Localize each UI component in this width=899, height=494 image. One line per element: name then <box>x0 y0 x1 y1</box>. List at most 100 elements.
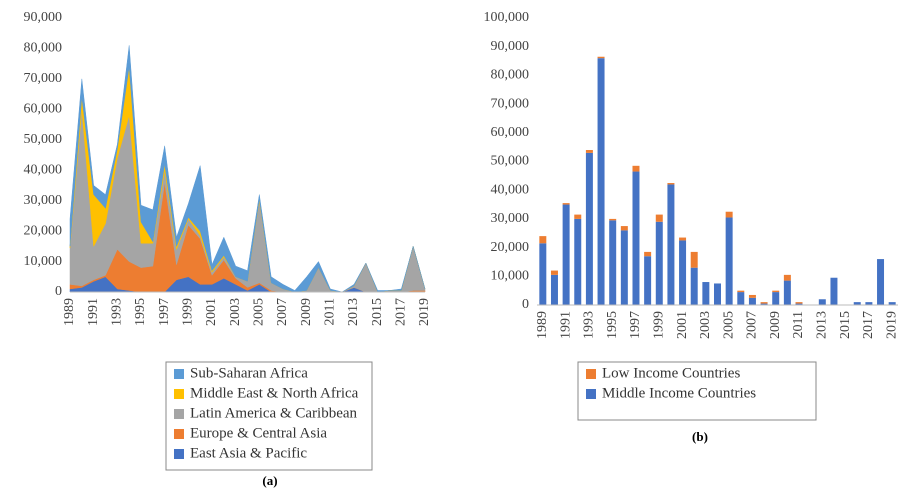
bar <box>667 184 675 305</box>
bar <box>818 299 826 305</box>
legend-label: Europe & Central Asia <box>190 425 327 441</box>
y-tick-label: 80,000 <box>24 41 63 56</box>
legend-swatch <box>174 369 184 379</box>
bar <box>550 270 558 275</box>
bar <box>562 204 570 305</box>
legend: Low Income Countries Middle Income Countr… <box>577 361 817 421</box>
bar <box>877 259 885 305</box>
bar <box>772 290 780 293</box>
legend-box <box>165 361 373 471</box>
x-tick-label: 1997 <box>157 298 172 326</box>
x-tick-label: 2003 <box>698 311 713 339</box>
x-tick-label: 1995 <box>605 311 620 339</box>
bar <box>783 280 791 305</box>
bar <box>795 302 803 304</box>
x-tick-label: 1997 <box>628 311 643 339</box>
x-tick-label: 1991 <box>86 298 101 326</box>
bar <box>632 165 640 172</box>
legend-swatch <box>586 389 596 399</box>
bar <box>655 221 663 305</box>
legend-label: Sub-Saharan Africa <box>190 365 308 381</box>
x-tick-label: 2015 <box>838 311 853 339</box>
y-tick-label: 60,000 <box>24 102 63 117</box>
y-tick-label: 100,000 <box>484 10 530 25</box>
bar <box>620 226 628 231</box>
y-tick-label: 80,000 <box>491 68 530 83</box>
bar <box>783 274 791 281</box>
x-tick-label: 2013 <box>815 311 830 339</box>
bar <box>865 302 873 305</box>
bar <box>585 152 593 305</box>
legend-label: Middle East & North Africa <box>190 385 359 401</box>
chart-panel: 0 10,000 20,000 30,000 40,000 50,000 60,000 70,… <box>484 10 899 444</box>
bar <box>597 58 605 306</box>
y-tick-label: 90,000 <box>24 10 63 25</box>
bar <box>644 256 652 305</box>
bar <box>690 267 698 305</box>
x-tick-label: 2017 <box>394 298 409 326</box>
x-tick-label: 2015 <box>370 298 385 326</box>
bar <box>644 251 652 257</box>
bar <box>760 302 768 304</box>
bar <box>609 218 617 221</box>
y-tick-label: 50,000 <box>24 132 63 147</box>
x-tick-label: 1999 <box>181 298 196 326</box>
legend-swatch <box>174 409 184 419</box>
bar <box>714 283 721 305</box>
x-tick-label: 2019 <box>884 311 899 339</box>
area <box>69 45 426 293</box>
bar <box>748 294 756 298</box>
bar <box>725 217 733 305</box>
caption: (a) <box>262 473 277 488</box>
bar <box>830 277 838 305</box>
x-tick-label: 2005 <box>252 298 267 326</box>
x-tick-label: 1995 <box>133 298 148 326</box>
x-tick-label: 2009 <box>299 298 314 326</box>
caption: (b) <box>692 429 708 444</box>
legend-label: Middle Income Countries <box>602 385 756 401</box>
bar <box>574 214 582 219</box>
y-tick-label: 30,000 <box>24 193 63 208</box>
y-tick-label: 0 <box>522 297 529 312</box>
x-tick-label: 2005 <box>721 311 736 339</box>
legend: Sub-Saharan Africa Middle East & North Af… <box>165 361 373 471</box>
bar <box>760 303 768 305</box>
legend-label: Latin America & Caribbean <box>190 405 358 421</box>
x-tick-label: 2011 <box>323 298 338 325</box>
y-tick-label: 70,000 <box>491 96 530 111</box>
legend-label: East Asia & Pacific <box>190 445 307 461</box>
bar <box>690 251 698 268</box>
bar <box>539 243 547 305</box>
x-tick-label: 2003 <box>228 298 243 326</box>
bar <box>772 292 780 305</box>
bar <box>667 183 675 185</box>
bar <box>679 237 687 241</box>
x-tick-label: 2009 <box>768 311 783 339</box>
x-tick-label: 2007 <box>745 311 760 339</box>
bar <box>632 171 640 305</box>
x-tick-label: 1991 <box>558 311 573 339</box>
bar <box>620 230 628 305</box>
bar <box>795 303 803 305</box>
x-tick-label: 2007 <box>275 298 290 326</box>
bar <box>609 220 617 305</box>
bar <box>562 203 570 205</box>
bar <box>737 292 745 305</box>
bar <box>679 240 687 305</box>
x-tick-label: 2011 <box>791 311 806 338</box>
y-tick-label: 40,000 <box>491 182 530 197</box>
bar <box>888 302 896 305</box>
y-tick-label: 30,000 <box>491 211 530 226</box>
x-tick-label: 1999 <box>651 311 666 339</box>
x-tick-label: 2017 <box>861 311 876 339</box>
y-tick-label: 10,000 <box>24 254 63 269</box>
bar <box>597 56 605 59</box>
chart-panel: 0 10,000 20,000 30,000 40,000 50,000 60,000 70,… <box>24 10 433 488</box>
y-tick-label: 70,000 <box>24 71 63 86</box>
bar <box>725 211 733 218</box>
y-tick-label: 60,000 <box>491 125 530 140</box>
x-tick-label: 2019 <box>417 298 432 326</box>
x-tick-label: 2001 <box>675 311 690 339</box>
y-tick-label: 0 <box>55 284 62 299</box>
